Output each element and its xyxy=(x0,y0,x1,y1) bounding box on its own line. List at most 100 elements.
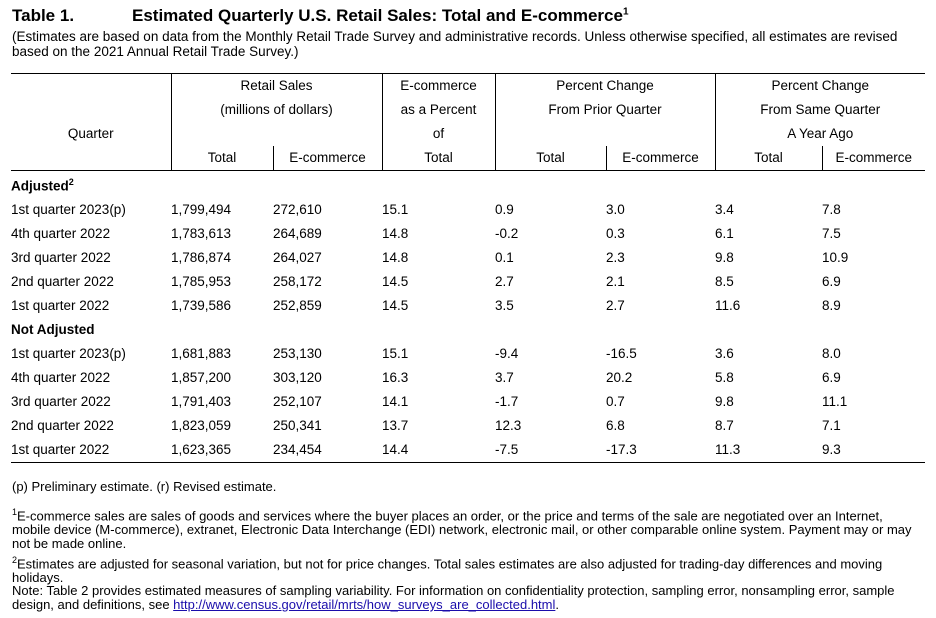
section-header: Adjusted2 xyxy=(11,171,925,198)
cell-year-total: 8.5 xyxy=(715,273,734,289)
section-footnote-mark: 2 xyxy=(68,177,74,187)
cell-year-total: 3.4 xyxy=(715,201,734,217)
cell-year-total: 9.8 xyxy=(715,249,734,265)
cell-year-total: 8.7 xyxy=(715,417,734,433)
col-header-total: Total xyxy=(170,146,273,171)
cell-ecommerce: 250,341 xyxy=(273,417,322,433)
note-suffix: . xyxy=(555,597,560,612)
cell-ecom-pct-of-total: 13.7 xyxy=(382,417,409,433)
survey-methodology-link[interactable]: http://www.census.gov/retail/mrts/how_su… xyxy=(173,597,556,612)
pct-year-header-1: Percent Change xyxy=(714,73,925,98)
quarter-header: Quarter xyxy=(67,126,114,141)
table-row: 2nd quarter 2022 1,823,059 250,341 13.7 12.3… xyxy=(11,414,925,438)
cell-quarter: 1st quarter 2023(p) xyxy=(11,201,126,217)
cell-year-ecommerce: 7.8 xyxy=(822,201,841,217)
section-header: Not Adjusted xyxy=(11,318,925,342)
section-label: Adjusted xyxy=(11,178,69,194)
table-subtitle: (Estimates are based on data from the Mo… xyxy=(12,29,898,59)
cell-quarter: 3rd quarter 2022 xyxy=(11,249,111,265)
cell-ecommerce: 234,454 xyxy=(273,437,382,463)
cell-prior-ecommerce: 2.7 xyxy=(606,297,625,313)
pct-year-header-3: A Year Ago xyxy=(714,122,925,146)
footnote-note: Note: Table 2 provides estimated measure… xyxy=(12,584,918,612)
col-header-ecommerce: E-commerce xyxy=(272,146,382,171)
cell-prior-ecommerce: 2.1 xyxy=(606,273,625,289)
cell-prior-total: -0.2 xyxy=(495,225,519,241)
cell-year-total: 6.1 xyxy=(715,225,734,241)
col-header-prior-ecommerce: E-commerce xyxy=(605,146,715,171)
cell-ecommerce: 258,172 xyxy=(273,273,322,289)
cell-year-ecommerce: 7.5 xyxy=(822,225,841,241)
cell-total: 1,799,494 xyxy=(171,201,232,217)
cell-ecommerce: 264,027 xyxy=(273,249,322,265)
ecom-pct-header-4: Total xyxy=(381,146,495,171)
table-body: Adjusted2 1st quarter 2023(p) 1,799,494 272… xyxy=(11,171,925,463)
cell-quarter: 2nd quarter 2022 xyxy=(11,273,114,289)
cell-quarter: 2nd quarter 2022 xyxy=(11,417,114,433)
header-row-3: Quarter of A Year Ago xyxy=(11,122,925,146)
table-row: 3rd quarter 2022 1,786,874 264,027 14.8 0.1 2… xyxy=(11,246,925,270)
cell-year-total: 11.3 xyxy=(715,437,822,463)
cell-year-ecommerce: 8.9 xyxy=(822,297,841,313)
retail-sales-header-1: Retail Sales xyxy=(170,73,382,98)
cell-prior-total: 2.7 xyxy=(495,273,514,289)
cell-ecom-pct-of-total: 15.1 xyxy=(382,201,409,217)
cell-ecommerce: 253,130 xyxy=(273,345,322,361)
cell-prior-ecommerce: 2.3 xyxy=(606,249,625,265)
section-label: Not Adjusted xyxy=(11,321,95,337)
cell-total: 1,681,883 xyxy=(171,345,232,361)
cell-year-ecommerce: 11.1 xyxy=(822,393,848,409)
cell-year-ecommerce: 7.1 xyxy=(822,417,841,433)
table-row: 1st quarter 2023(p) 1,681,883 253,130 15.1 -… xyxy=(11,342,925,366)
cell-ecom-pct-of-total: 14.4 xyxy=(382,437,495,463)
cell-prior-ecommerce: 0.7 xyxy=(606,393,625,409)
title-footnote-mark: 1 xyxy=(622,6,629,18)
cell-quarter: 4th quarter 2022 xyxy=(11,369,111,385)
pct-year-header-2: From Same Quarter xyxy=(714,98,925,122)
header-row-2: (millions of dollars) as a Percent From … xyxy=(11,98,925,122)
cell-quarter: 3rd quarter 2022 xyxy=(11,393,111,409)
header-row-1: Retail Sales E-commerce Percent Change P… xyxy=(11,73,925,98)
footnote-2-mark: 2 xyxy=(12,555,18,565)
cell-year-ecommerce: 6.9 xyxy=(822,369,841,385)
cell-year-ecommerce: 6.9 xyxy=(822,273,841,289)
table-row: 1st quarter 2023(p) 1,799,494 272,610 15.1 0… xyxy=(11,198,925,222)
cell-ecommerce: 272,610 xyxy=(273,201,322,217)
cell-total: 1,783,613 xyxy=(171,225,232,241)
cell-year-ecommerce: 9.3 xyxy=(822,437,925,463)
table-row: 4th quarter 2022 1,857,200 303,120 16.3 3.7 2… xyxy=(11,366,925,390)
table-title: Table 1. Estimated Quarterly U.S. Retail … xyxy=(12,6,629,26)
cell-prior-total: 0.1 xyxy=(495,249,514,265)
cell-quarter: 1st quarter 2023(p) xyxy=(11,345,126,361)
cell-total: 1,739,586 xyxy=(171,297,232,313)
cell-ecommerce: 252,107 xyxy=(273,393,322,409)
table-row: 3rd quarter 2022 1,791,403 252,107 14.1 -1.7… xyxy=(11,390,925,414)
cell-total: 1,791,403 xyxy=(171,393,232,409)
cell-prior-total: -9.4 xyxy=(495,345,519,361)
retail-sales-table: Retail Sales E-commerce Percent Change P… xyxy=(11,73,925,463)
col-header-prior-total: Total xyxy=(494,146,606,171)
footnote-1-mark: 1 xyxy=(12,507,18,517)
cell-year-total: 11.6 xyxy=(715,297,741,313)
ecom-pct-header-2: as a Percent xyxy=(381,98,495,122)
cell-prior-ecommerce: -17.3 xyxy=(606,437,715,463)
cell-prior-ecommerce: -16.5 xyxy=(606,345,637,361)
cell-ecom-pct-of-total: 16.3 xyxy=(382,369,409,385)
cell-total: 1,623,365 xyxy=(171,437,273,463)
cell-ecommerce: 264,689 xyxy=(273,225,322,241)
cell-ecom-pct-of-total: 14.5 xyxy=(382,273,409,289)
cell-year-ecommerce: 8.0 xyxy=(822,345,841,361)
cell-quarter: 1st quarter 2022 xyxy=(11,297,110,313)
cell-ecom-pct-of-total: 14.8 xyxy=(382,225,409,241)
cell-total: 1,785,953 xyxy=(171,273,232,289)
ecom-pct-header-3: of xyxy=(381,122,495,146)
cell-ecommerce: 303,120 xyxy=(273,369,322,385)
footnote-2: 2Estimates are adjusted for seasonal var… xyxy=(12,553,918,585)
cell-ecom-pct-of-total: 14.1 xyxy=(382,393,409,409)
cell-total: 1,823,059 xyxy=(171,417,232,433)
cell-ecom-pct-of-total: 14.8 xyxy=(382,249,409,265)
pct-prior-header-1: Percent Change xyxy=(494,73,715,98)
cell-ecom-pct-of-total: 15.1 xyxy=(382,345,409,361)
cell-prior-total: -1.7 xyxy=(495,393,519,409)
